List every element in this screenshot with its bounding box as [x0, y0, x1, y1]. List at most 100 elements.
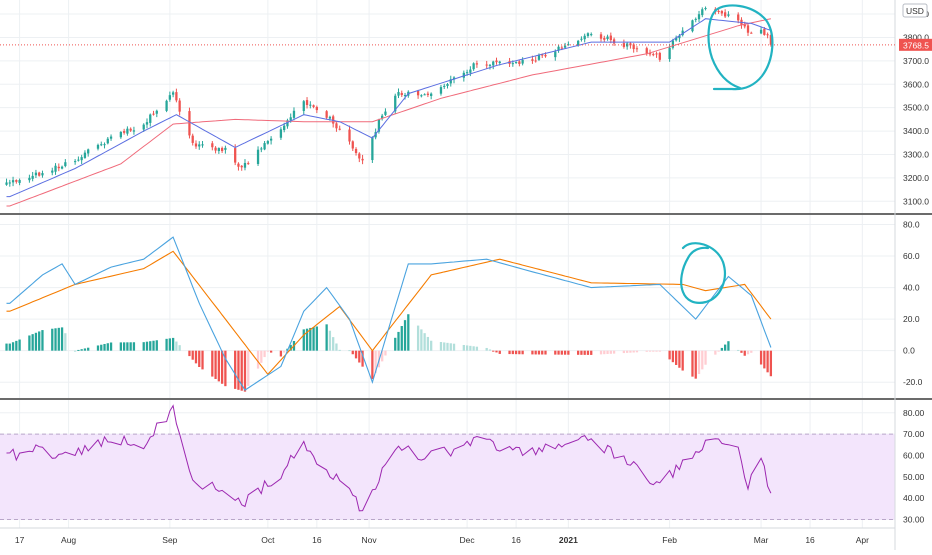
- candle-body: [622, 43, 626, 47]
- macd-y-tick-label: -20.0: [903, 377, 923, 387]
- candle-body: [671, 40, 675, 48]
- macd-signal-line: [6, 250, 772, 376]
- candle-body: [655, 53, 658, 55]
- candle-body: [384, 111, 387, 115]
- candle-body: [446, 84, 449, 86]
- candle-body: [606, 36, 609, 40]
- macd-hist-bar: [374, 350, 377, 374]
- candle-body: [119, 132, 123, 138]
- candle-body: [191, 135, 194, 143]
- annotations: [680, 4, 774, 304]
- macd-hist-bar: [302, 329, 305, 351]
- macd-hist-bar: [606, 350, 609, 355]
- macd-hist-bar: [165, 338, 168, 351]
- macd-hist-bar: [83, 348, 87, 351]
- currency-badge[interactable]: USD: [902, 3, 928, 18]
- candle-body: [652, 54, 655, 56]
- candle-body: [769, 35, 773, 45]
- macd-hist-bar: [420, 329, 423, 351]
- candle-body: [109, 136, 113, 139]
- macd-hist-bar: [348, 350, 351, 352]
- macd-histogram: [5, 314, 773, 392]
- candle-body: [567, 44, 570, 46]
- currency-badge-box[interactable]: [902, 3, 928, 18]
- macd-hist-bar: [211, 350, 214, 377]
- candle-body: [80, 157, 83, 161]
- macd-hist-bar: [439, 342, 443, 351]
- candle-body: [746, 25, 750, 33]
- macd-hist-bar: [577, 350, 580, 355]
- macd-hist-bar: [443, 342, 446, 351]
- candle-body: [678, 35, 681, 39]
- candle-body: [426, 93, 430, 95]
- candle-body: [198, 144, 201, 147]
- macd-hist-bar: [671, 350, 675, 363]
- candle-body: [750, 32, 753, 34]
- macd-hist-bar: [28, 335, 31, 351]
- candle-body: [60, 166, 64, 169]
- candle-body: [358, 153, 361, 159]
- candle-body: [694, 18, 697, 20]
- candle-body: [371, 137, 374, 161]
- macd-hist-bar: [416, 325, 420, 351]
- macd-hist-bar: [8, 343, 11, 351]
- candle-body: [635, 48, 639, 50]
- candle-body: [737, 14, 740, 21]
- candle-body: [554, 51, 557, 58]
- last-price-tag: [899, 38, 932, 51]
- candle-body: [443, 85, 446, 87]
- candle-body: [521, 59, 524, 64]
- macd-hist-bar: [266, 350, 269, 352]
- candle-body: [439, 87, 443, 94]
- candle-body: [263, 143, 266, 150]
- rsi-y-tick-label: 40.00: [903, 493, 925, 503]
- macd-hist-bar: [96, 345, 100, 351]
- candle-body: [38, 172, 41, 176]
- candle-body: [243, 162, 247, 168]
- candle-body: [309, 104, 312, 106]
- price-y-tick-label: 3400.0: [903, 126, 929, 136]
- macd-hist-bar: [132, 342, 136, 351]
- macd-annotation-circle: [680, 242, 726, 304]
- macd-hist-bar: [508, 350, 511, 355]
- macd-hist-bar: [518, 350, 521, 355]
- price-y-tick-label: 3700.0: [903, 56, 929, 66]
- candle-body: [544, 54, 547, 57]
- macd-hist-bar: [544, 350, 547, 355]
- candle-body: [18, 180, 21, 183]
- candle-body: [73, 161, 77, 163]
- candle-body: [8, 182, 11, 184]
- macd-hist-bar: [129, 342, 132, 351]
- x-tick-label: Sep: [162, 535, 177, 545]
- macd-hist-bar: [727, 341, 730, 351]
- candle-body: [351, 141, 354, 149]
- candle-body: [201, 144, 204, 146]
- x-tick-label: 2021: [559, 535, 578, 545]
- currency-label: USD: [906, 6, 924, 16]
- macd-hist-bar: [175, 341, 178, 351]
- macd-hist-bar: [586, 350, 590, 355]
- candle-body: [397, 92, 400, 96]
- macd-hist-bar: [119, 342, 123, 351]
- macd-hist-bar: [361, 350, 364, 367]
- candle-body: [720, 11, 724, 14]
- macd-hist-bar: [720, 347, 724, 351]
- candle-body: [361, 158, 364, 161]
- candle-body: [377, 119, 381, 132]
- rsi-y-tick-label: 50.00: [903, 472, 925, 482]
- macd-hist-bar: [289, 344, 292, 351]
- macd-hist-bar: [407, 314, 410, 351]
- macd-hist-bar: [122, 342, 126, 351]
- candle-body: [465, 72, 469, 74]
- candle-body: [312, 105, 315, 107]
- price-y-tick-label: 3800.0: [903, 32, 929, 42]
- candle-body: [54, 165, 57, 172]
- candle-body: [302, 101, 305, 111]
- candle-body: [586, 33, 590, 37]
- candle-body: [279, 129, 283, 138]
- macd-hist-bar: [675, 350, 678, 365]
- macd-hist-bar: [511, 350, 514, 355]
- candle-body: [400, 92, 403, 96]
- candle-body: [577, 40, 580, 46]
